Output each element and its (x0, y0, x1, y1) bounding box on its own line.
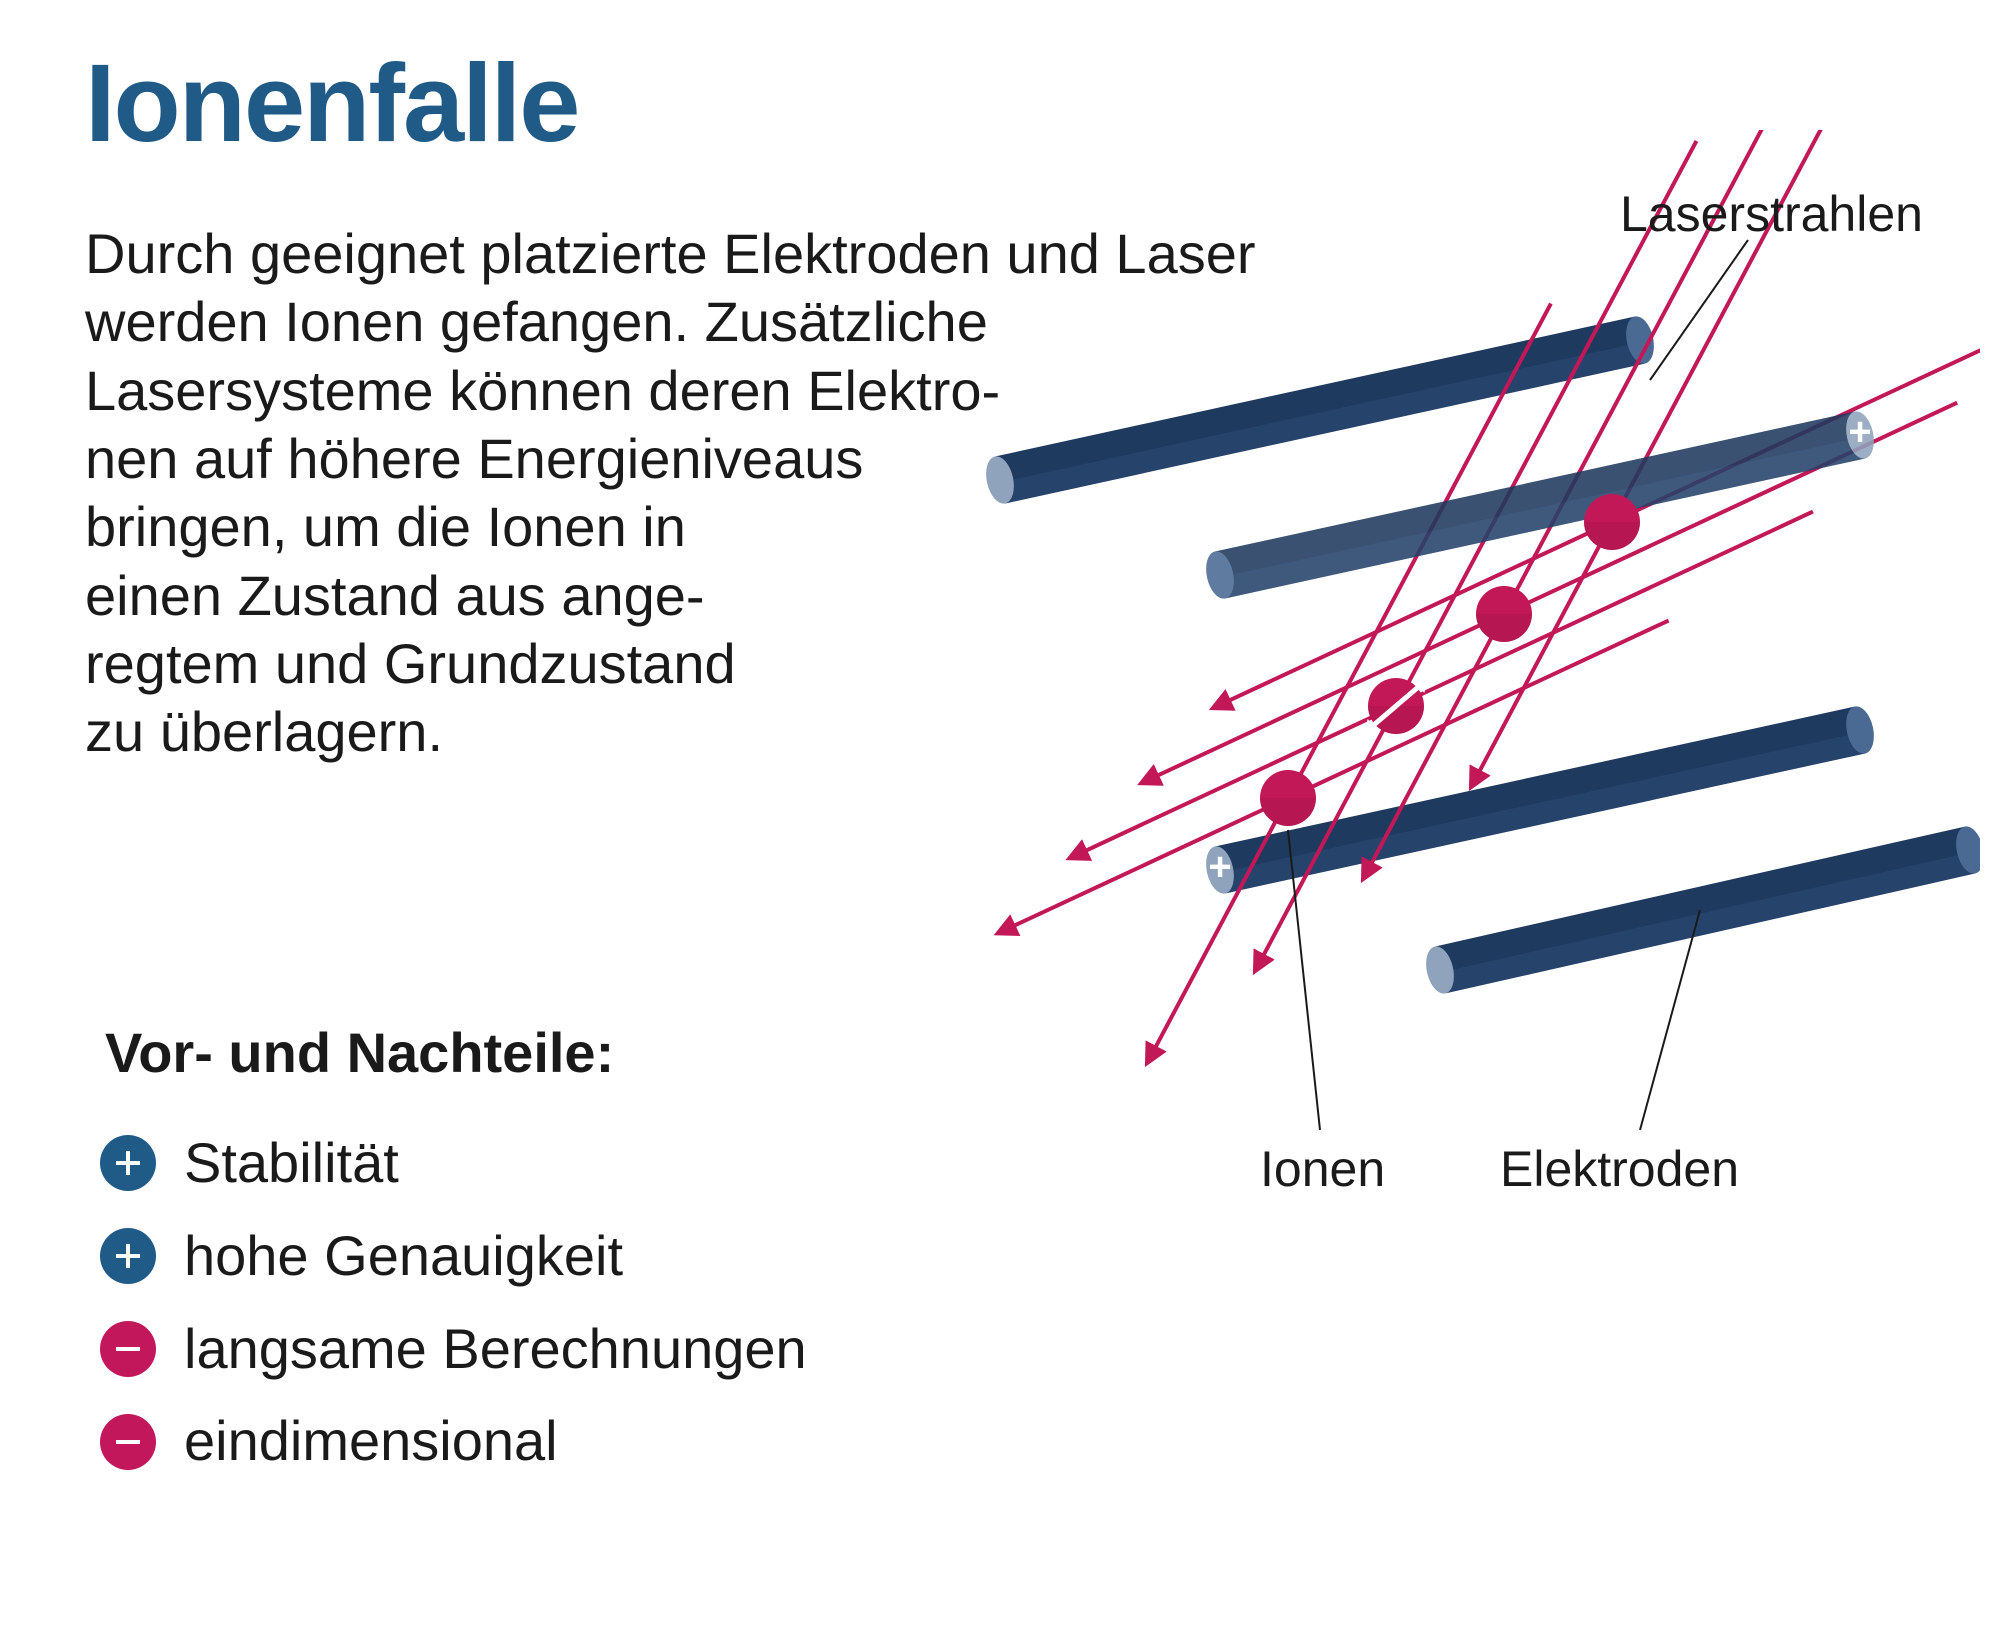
proscons-text: eindimensional (184, 1398, 558, 1485)
svg-text:+: + (1848, 410, 1871, 454)
proscons-heading: Vor- und Nachteile: (105, 1020, 614, 1085)
diagram-label-elec: Elektroden (1500, 1140, 1739, 1198)
proscons-text: Stabilität (184, 1120, 399, 1207)
svg-text:+: + (1208, 845, 1231, 889)
proscons-item: hohe Genauigkeit (100, 1213, 807, 1300)
page-title: Ionenfalle (85, 40, 578, 167)
diagram-label-laser: Laserstrahlen (1620, 185, 1923, 243)
proscons-item: Stabilität (100, 1120, 807, 1207)
proscons-text: hohe Genauigkeit (184, 1213, 623, 1300)
minus-icon (100, 1414, 156, 1470)
infographic-canvas: Ionenfalle Durch geeignet platzierte Ele… (0, 0, 2000, 1643)
proscons-list: Stabilitäthohe Genauigkeitlangsame Berec… (100, 1120, 807, 1491)
minus-icon (100, 1321, 156, 1377)
proscons-text: langsame Berechnungen (184, 1306, 807, 1393)
plus-icon (100, 1228, 156, 1284)
plus-icon (100, 1135, 156, 1191)
ion-trap-diagram: ++ (880, 130, 1980, 1230)
proscons-item: langsame Berechnungen (100, 1306, 807, 1393)
diagram-label-ions: Ionen (1260, 1140, 1385, 1198)
proscons-item: eindimensional (100, 1398, 807, 1485)
